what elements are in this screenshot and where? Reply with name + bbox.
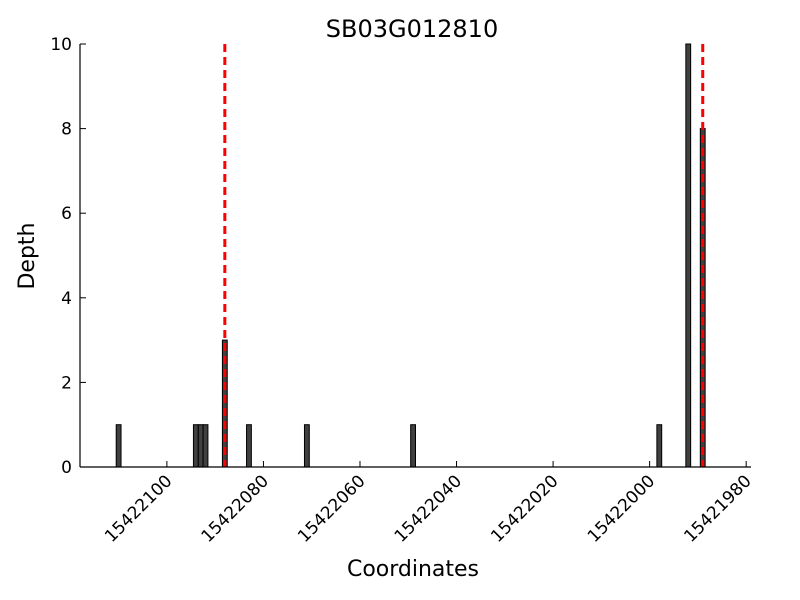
- y-tick-label-1: 2: [61, 373, 72, 393]
- x-tick-label-2: 15422060: [294, 471, 369, 546]
- y-tick-label-5: 10: [50, 35, 72, 55]
- bar-8: [656, 424, 663, 468]
- bar-3: [202, 424, 209, 468]
- bars-group: [115, 43, 706, 468]
- bar-5: [246, 424, 252, 468]
- bar-2: [197, 424, 204, 468]
- x-ticks-group: 15422100 15422080 15422060 15422040 15422020…: [101, 461, 756, 547]
- x-axis-label: Coordinates: [347, 557, 479, 582]
- y-tick-label-3: 6: [61, 204, 72, 224]
- bar-7: [410, 424, 417, 468]
- x-tick-label-6: 15421980: [680, 471, 755, 546]
- x-tick-label-1: 15422080: [198, 471, 273, 546]
- bar-9: [685, 43, 692, 468]
- y-tick-label-2: 4: [61, 289, 72, 309]
- chart-title: SB03G012810: [326, 15, 498, 43]
- x-tick-label-5: 15422000: [584, 471, 659, 546]
- y-ticks-group: 0 2 4 6 8 10: [50, 35, 86, 478]
- bar-1: [192, 424, 199, 468]
- y-tick-label-4: 8: [61, 120, 72, 140]
- bar-0: [115, 424, 122, 468]
- y-tick-label-0: 0: [61, 458, 72, 478]
- vlines-group: [223, 44, 705, 467]
- y-axis-label: Depth: [15, 222, 40, 289]
- bar-6: [303, 424, 310, 468]
- x-tick-label-3: 15422040: [391, 471, 466, 546]
- x-tick-label-4: 15422020: [487, 471, 562, 546]
- x-tick-label-0: 15422100: [101, 471, 176, 546]
